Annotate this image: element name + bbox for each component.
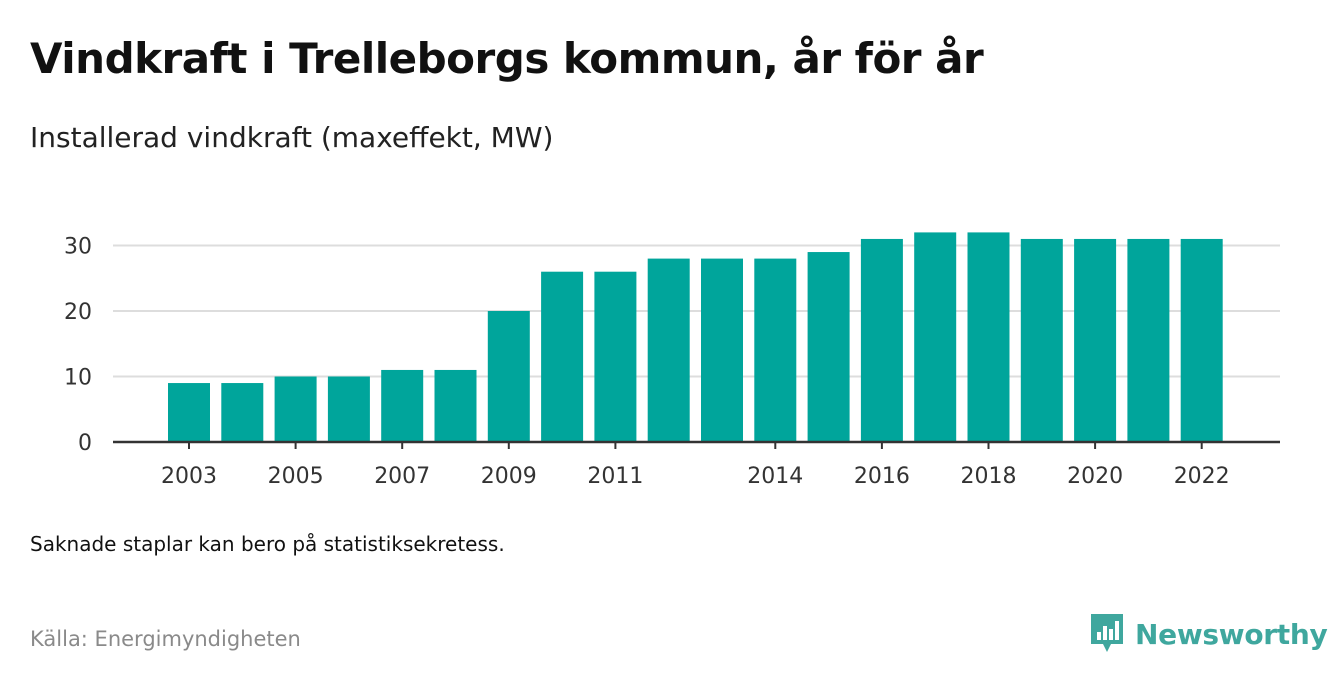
bar-2018	[967, 232, 1010, 442]
x-tick-label: 2016	[854, 464, 910, 489]
newsworthy-icon	[1091, 614, 1123, 652]
bar-2019	[1020, 238, 1063, 442]
x-tick-label: 2020	[1067, 464, 1123, 489]
chart-subtitle: Installerad vindkraft (maxeffekt, MW)	[30, 121, 554, 154]
bar-2006	[327, 376, 370, 442]
x-tick-label: 2011	[587, 464, 643, 489]
x-tick-label: 2005	[268, 464, 324, 489]
x-tick-label: 2018	[961, 464, 1017, 489]
bar-2016	[860, 238, 903, 442]
bar-2015	[807, 252, 850, 442]
bar-2013	[701, 258, 743, 442]
brand-name: Newsworthy	[1135, 617, 1328, 651]
bar-2012	[647, 258, 690, 442]
bar-chart: 0 10 20 30 2003 2005 2007 2009 2011 2014 2016 2018 2…	[64, 232, 1280, 489]
bar-2020	[1074, 238, 1117, 442]
bar-2017	[914, 232, 957, 442]
bar-2007	[381, 369, 424, 442]
bar-2008	[434, 369, 477, 442]
bar-2009	[487, 311, 530, 442]
x-tick-label: 2014	[747, 464, 803, 489]
footnote: Saknade staplar kan bero på statistiksek…	[30, 532, 505, 556]
source-credit: Källa: Energimyndigheten	[30, 627, 301, 651]
x-tick-label: 2009	[481, 464, 537, 489]
bar-2021	[1127, 238, 1170, 442]
x-tick-label: 2022	[1174, 464, 1230, 489]
x-tick-label: 2003	[161, 464, 217, 489]
y-tick-label: 30	[64, 235, 92, 260]
y-tick-label: 0	[78, 431, 92, 456]
x-tick-label: 2007	[374, 464, 430, 489]
bar-2004	[221, 383, 264, 442]
y-tick-label: 20	[64, 300, 92, 325]
bar-2011	[594, 271, 637, 442]
bar-2005	[274, 376, 317, 442]
bar-2014	[754, 258, 797, 442]
y-tick-label: 10	[64, 366, 92, 391]
bar-2022	[1180, 238, 1223, 442]
newsworthy-logo[interactable]: Newsworthy	[1089, 612, 1328, 656]
bar-2003	[168, 383, 210, 442]
bar-2010	[541, 271, 584, 442]
chart-title: Vindkraft i Trelleborgs kommun, år för å…	[30, 34, 984, 83]
